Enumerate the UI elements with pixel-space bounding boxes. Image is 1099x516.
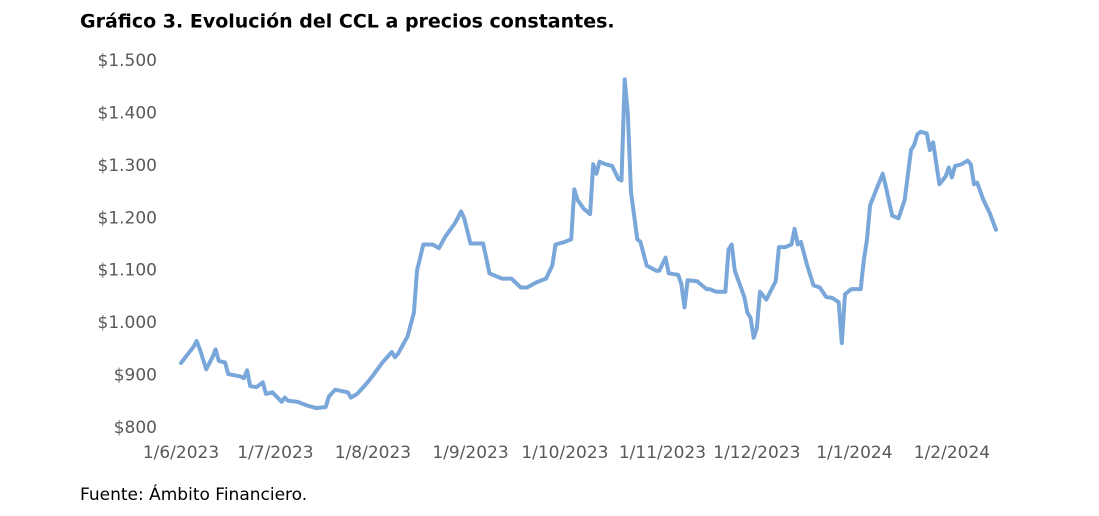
x-tick-label: 1/9/2023 (432, 443, 508, 463)
x-tick-label: 1/11/2023 (619, 443, 706, 463)
x-tick-label: 1/6/2023 (143, 443, 219, 463)
y-tick-label: $1.500 (98, 51, 157, 71)
y-tick-label: $1.400 (98, 103, 157, 123)
x-tick-label: 1/1/2024 (816, 443, 892, 463)
y-tick-label: $1.100 (98, 261, 157, 281)
line-series (179, 77, 998, 411)
x-tick-label: 1/10/2023 (521, 443, 608, 463)
x-tick-label: 1/12/2023 (713, 443, 800, 463)
x-tick-label: 1/8/2023 (335, 443, 411, 463)
x-tick-label: 1/7/2023 (237, 443, 313, 463)
x-tick-label: 1/2/2024 (914, 443, 990, 463)
y-tick-label: $1.200 (98, 208, 157, 228)
source-note: Fuente: Ámbito Financiero. (80, 483, 307, 505)
y-tick-label: $1.300 (98, 156, 157, 176)
chart-title: Gráfico 3. Evolución del CCL a precios c… (80, 11, 615, 33)
y-tick-label: $800 (114, 418, 157, 438)
y-tick-label: $900 (114, 366, 157, 386)
y-tick-label: $1.000 (98, 313, 157, 333)
